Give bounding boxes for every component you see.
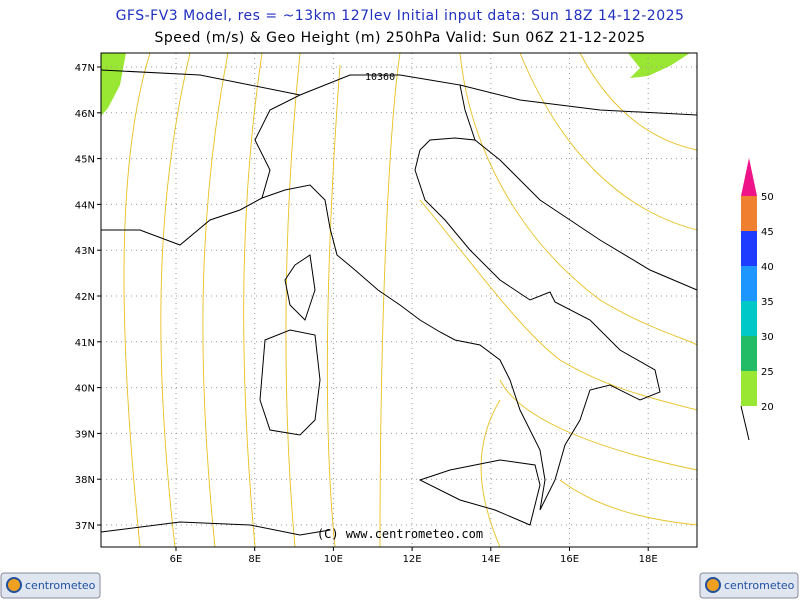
logo-box — [0, 572, 101, 599]
colorbar-labels: 20 25 30 35 40 45 50 — [761, 192, 774, 413]
colorbar-swatch — [741, 301, 757, 336]
lat-label: 38N — [75, 475, 95, 486]
lat-label: 42N — [75, 292, 95, 303]
lon-label: 12E — [403, 554, 422, 565]
contour — [480, 399, 501, 548]
lon-label: 6E — [170, 554, 183, 565]
colorbar-tail — [740, 405, 750, 441]
colorbar-label: 35 — [761, 297, 774, 308]
logo-box — [699, 572, 799, 599]
contour — [123, 52, 151, 548]
france-coast — [101, 197, 263, 246]
contour-label: 10360 — [365, 72, 395, 83]
lat-label: 47N — [75, 63, 95, 74]
contour — [202, 52, 229, 548]
contours — [123, 52, 698, 548]
contour — [499, 379, 698, 471]
lon-label: 16E — [560, 554, 579, 565]
colorbar-swatch — [741, 371, 757, 406]
logo-left: centrometeo — [0, 572, 101, 599]
contour — [579, 52, 698, 151]
lon-label: 8E — [248, 554, 261, 565]
colorbar-swatch — [741, 196, 757, 231]
colorbar-label: 30 — [761, 332, 774, 343]
title-line1: GFS-FV3 Model, res = ~13km 127lev Initia… — [116, 8, 685, 24]
contour — [243, 52, 263, 548]
contour — [459, 52, 698, 346]
colorbar-swatch — [741, 231, 757, 266]
map-frame — [100, 52, 698, 548]
contour — [160, 52, 191, 548]
lon-label: 10E — [324, 554, 343, 565]
lat-label: 45N — [75, 155, 95, 166]
colorbar-label: 50 — [761, 192, 774, 203]
speed-area — [101, 53, 126, 116]
italy — [254, 74, 661, 511]
sicily — [418, 459, 541, 526]
coastlines — [100, 69, 698, 536]
logo-icon — [705, 577, 721, 593]
colorbar-label: 25 — [761, 367, 774, 378]
colorbar: 20 25 30 35 40 45 50 — [740, 158, 774, 441]
map: 10360 (C) www.centrometeo.com — [100, 52, 698, 548]
contour — [559, 479, 698, 526]
logo-text: centrometeo — [724, 579, 795, 592]
borders — [100, 69, 698, 116]
contour — [519, 52, 698, 231]
sardinia — [259, 329, 321, 436]
grid — [101, 53, 697, 547]
lat-label: 37N — [75, 521, 95, 532]
title-line2: Speed (m/s) & Geo Height (m) 250hPa Vali… — [154, 30, 645, 46]
lat-label: 43N — [75, 246, 95, 257]
lat-label: 44N — [75, 200, 95, 211]
logo-text: centrometeo — [25, 579, 96, 592]
lon-label: 14E — [481, 554, 500, 565]
speed-area — [628, 53, 690, 78]
lat-label: 40N — [75, 384, 95, 395]
colorbar-label: 20 — [761, 402, 774, 413]
contour — [379, 52, 401, 548]
contour — [419, 199, 698, 411]
logo-right: centrometeo — [699, 572, 799, 599]
africa-coast — [100, 521, 331, 536]
credit: (C) www.centrometeo.com — [317, 527, 483, 541]
logo-icon — [6, 577, 22, 593]
colorbar-swatch — [741, 266, 757, 301]
contour — [285, 52, 301, 548]
colorbar-arrow — [741, 158, 757, 196]
lat-label: 41N — [75, 338, 95, 349]
ticks: 47N 46N 45N 44N 43N 42N 41N 40N 39N 38N 37N 6E 8E 10E… — [75, 63, 658, 565]
colorbar-label: 40 — [761, 262, 774, 273]
colorbar-label: 45 — [761, 227, 774, 238]
lon-label: 18E — [639, 554, 658, 565]
lat-label: 39N — [75, 429, 95, 440]
balkan-coast — [474, 139, 698, 291]
contour — [326, 64, 341, 548]
lat-label: 46N — [75, 109, 95, 120]
colorbar-swatch — [741, 336, 757, 371]
corsica — [284, 254, 316, 321]
